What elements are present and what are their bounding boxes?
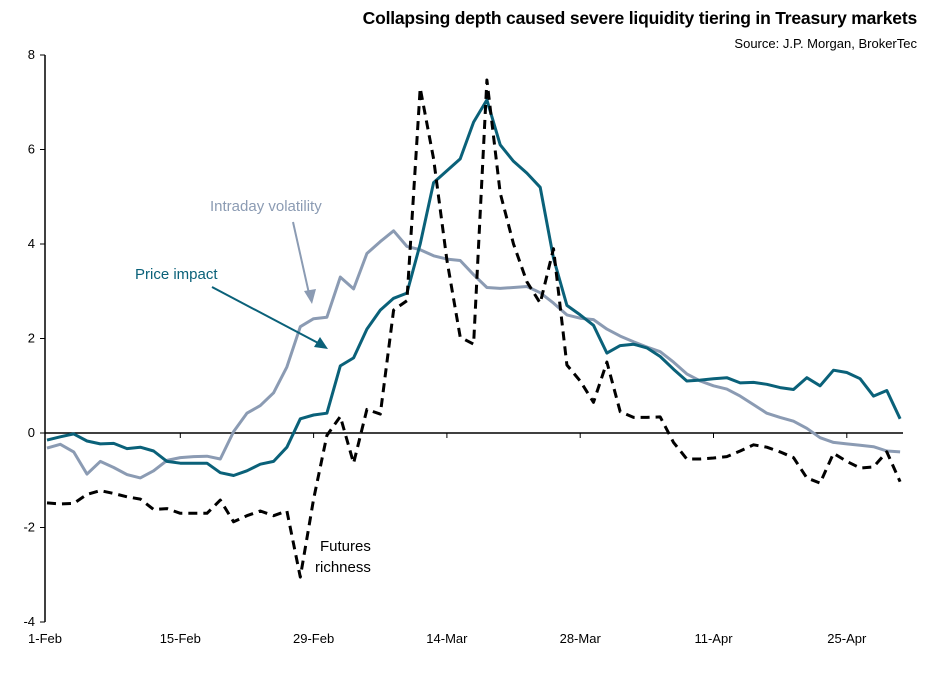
arrow-price-impact (211, 286, 321, 345)
x-tick-label: 29-Feb (293, 631, 334, 646)
x-tick-label: 25-Apr (827, 631, 867, 646)
x-tick-label: 28-Mar (560, 631, 602, 646)
annotation-price-impact: Price impact (135, 266, 218, 283)
x-tick-label: 15-Feb (160, 631, 201, 646)
annotation-futures-richness-1: Futures (320, 538, 371, 555)
y-tick-label: -2 (23, 520, 35, 535)
x-tick-label: 14-Mar (426, 631, 468, 646)
series-line-intraday-volatility (46, 229, 901, 480)
arrowhead-price-impact (314, 337, 328, 349)
y-tick-label: 8 (28, 47, 35, 62)
annotation-futures-richness-2: richness (315, 559, 371, 576)
y-tick-label: 4 (28, 236, 35, 251)
series-group (46, 78, 902, 579)
y-tick-label: 6 (28, 142, 35, 157)
arrowhead-intraday-volatility (304, 289, 316, 304)
chart-title: Collapsing depth caused severe liquidity… (362, 8, 918, 28)
y-tick-label: 2 (28, 331, 35, 346)
annotation-intraday-volatility: Intraday volatility (210, 198, 322, 215)
y-tick-label: 0 (28, 425, 35, 440)
x-tick-label: 11-Apr (694, 631, 733, 646)
x-tick-label: 1-Feb (28, 631, 62, 646)
y-tick-label: -4 (23, 614, 35, 629)
series-line-futures-richness (46, 78, 902, 579)
series-line-price-impact (46, 98, 902, 477)
axes: 8 6 4 2 0 -2 -4 1-Feb 15-Feb 29-Feb 14-Mar 28-Mar 11… (23, 47, 903, 646)
chart-source: Source: J.P. Morgan, BrokerTec (734, 36, 917, 51)
arrow-intraday-volatility (292, 221, 311, 299)
annotations: Intraday volatility Price impact Futures… (135, 198, 371, 576)
